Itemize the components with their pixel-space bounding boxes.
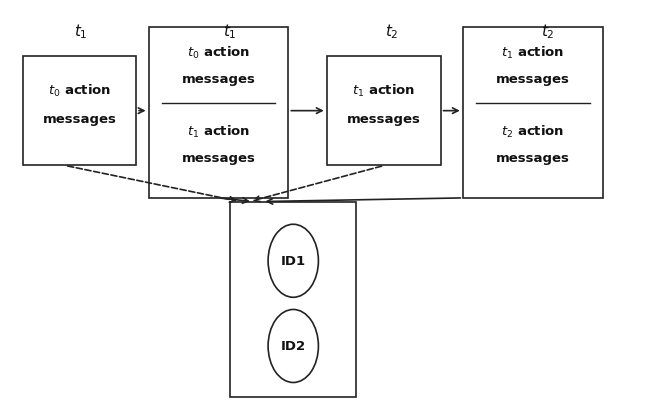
Text: messages: messages bbox=[496, 152, 570, 164]
Ellipse shape bbox=[268, 225, 319, 297]
Text: messages: messages bbox=[42, 113, 116, 126]
Text: messages: messages bbox=[347, 113, 421, 126]
Text: $t_1$ action: $t_1$ action bbox=[352, 83, 416, 99]
Text: $t_1$: $t_1$ bbox=[74, 22, 88, 41]
Text: $t_2$: $t_2$ bbox=[541, 22, 555, 41]
Text: ID1: ID1 bbox=[281, 255, 306, 268]
Bar bbox=[230, 202, 356, 397]
Text: ID2: ID2 bbox=[281, 339, 306, 353]
Text: messages: messages bbox=[496, 73, 570, 85]
Text: $t_1$ action: $t_1$ action bbox=[501, 45, 564, 61]
Bar bbox=[149, 28, 288, 198]
Text: $t_1$ action: $t_1$ action bbox=[187, 123, 251, 140]
Text: $t_0$ action: $t_0$ action bbox=[187, 45, 251, 61]
Bar bbox=[327, 57, 441, 166]
Text: $t_2$: $t_2$ bbox=[385, 22, 399, 41]
Text: messages: messages bbox=[182, 73, 256, 85]
Text: $t_1$: $t_1$ bbox=[223, 22, 237, 41]
Bar bbox=[463, 28, 603, 198]
Bar bbox=[22, 57, 136, 166]
Ellipse shape bbox=[268, 310, 319, 382]
Text: messages: messages bbox=[182, 152, 256, 164]
Text: $t_2$ action: $t_2$ action bbox=[501, 123, 564, 140]
Text: $t_0$ action: $t_0$ action bbox=[48, 83, 111, 99]
